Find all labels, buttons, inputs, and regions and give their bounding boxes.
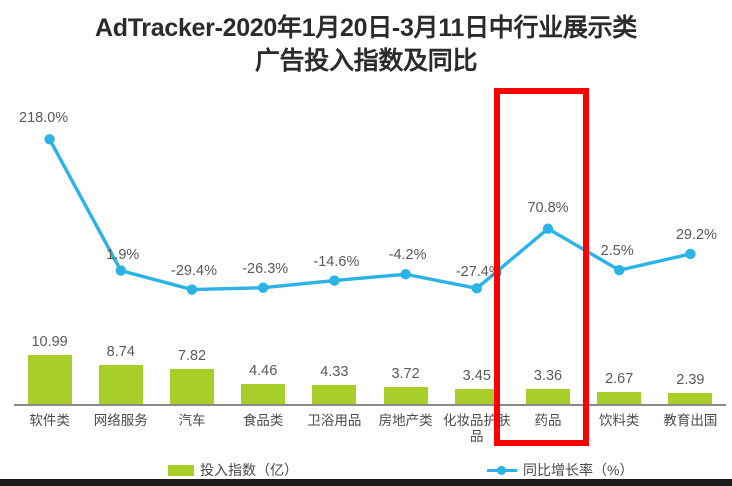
bar-value-label-4: 4.46 [249,363,278,380]
category-label-9: 饮料类 [598,413,640,428]
line-value-label-8: 70.8% [527,199,569,216]
bar-4 [241,384,286,404]
legend-label-bar: 投入指数（亿） [200,462,298,478]
bar-8 [526,389,570,404]
legend-item-line: 同比增长率（%） [487,460,633,480]
bar-value-label-7: 3.45 [462,367,491,384]
bar-value-label-9: 2.67 [605,371,634,388]
bar-9 [597,392,642,404]
category-label-1: 软件类 [29,413,70,428]
line-marker-6 [400,269,411,280]
chart-title-line-2: 广告投入指数及同比 [254,47,478,75]
bar-2 [98,365,143,404]
category-label-2: 网络服务 [93,413,148,428]
line-marker-7 [471,283,482,294]
legend-label-line: 同比增长率（%） [523,462,634,478]
x-axis-line [14,404,726,406]
category-label-5: 卫浴用品 [307,413,362,428]
line-marker-4 [258,282,269,293]
bar-value-label-6: 3.72 [391,366,420,383]
chart-title: AdTracker-2020年1月20日-3月11日中行业展示类 广告投入指数及… [0,12,732,78]
chart-title-line-1: AdTracker-2020年1月20日-3月11日中行业展示类 [94,14,637,42]
bar-5 [312,384,357,404]
line-value-label-2: 1.9% [106,246,140,263]
line-value-label-7: -27.4% [455,264,502,281]
line-value-label-6: -4.2% [388,247,427,264]
category-label-10: 教育出国 [663,413,718,428]
line-marker-5 [329,275,340,286]
blue-line-swatch-icon [487,465,517,476]
bar-value-label-2: 8.74 [106,344,135,361]
line-value-label-3: -29.4% [171,262,217,279]
bar-value-label-5: 4.33 [320,363,349,380]
bar-value-label-8: 3.36 [533,368,563,385]
line-value-label-4: -26.3% [242,260,289,277]
category-label-7: 化妆品护肤品 [443,413,511,444]
category-label-3: 汽车 [178,413,206,428]
bar-3 [170,369,214,404]
bar-value-label-3: 7.82 [177,348,207,365]
line-marker-1 [44,134,55,145]
line-marker-3 [186,284,198,295]
line-marker-10 [685,248,696,260]
legend-item-bar: 投入指数（亿） [168,460,298,480]
bar-6 [383,387,428,404]
line-marker-9 [614,264,625,276]
bar-1 [27,355,72,404]
line-value-label-1: 218.0% [19,110,69,127]
bar-value-label-10: 2.39 [676,372,705,389]
line-value-label-9: 2.5% [600,243,634,260]
bar-7 [454,388,499,404]
category-label-4: 食品类 [242,413,284,428]
highlight-rectangle [494,88,589,446]
line-value-label-10: 29.2% [675,226,717,243]
bar-10 [668,393,713,404]
category-label-8: 药品 [534,413,562,428]
line-value-label-5: -14.6% [313,253,360,270]
line-marker-2 [115,265,127,276]
bottom-strip [0,479,732,486]
bar-value-label-1: 10.99 [31,334,68,351]
category-label-6: 房地产类 [378,413,433,428]
green-bar-swatch-icon [168,464,194,476]
chart-legend: 投入指数（亿） 同比增长率（%） [0,460,732,480]
